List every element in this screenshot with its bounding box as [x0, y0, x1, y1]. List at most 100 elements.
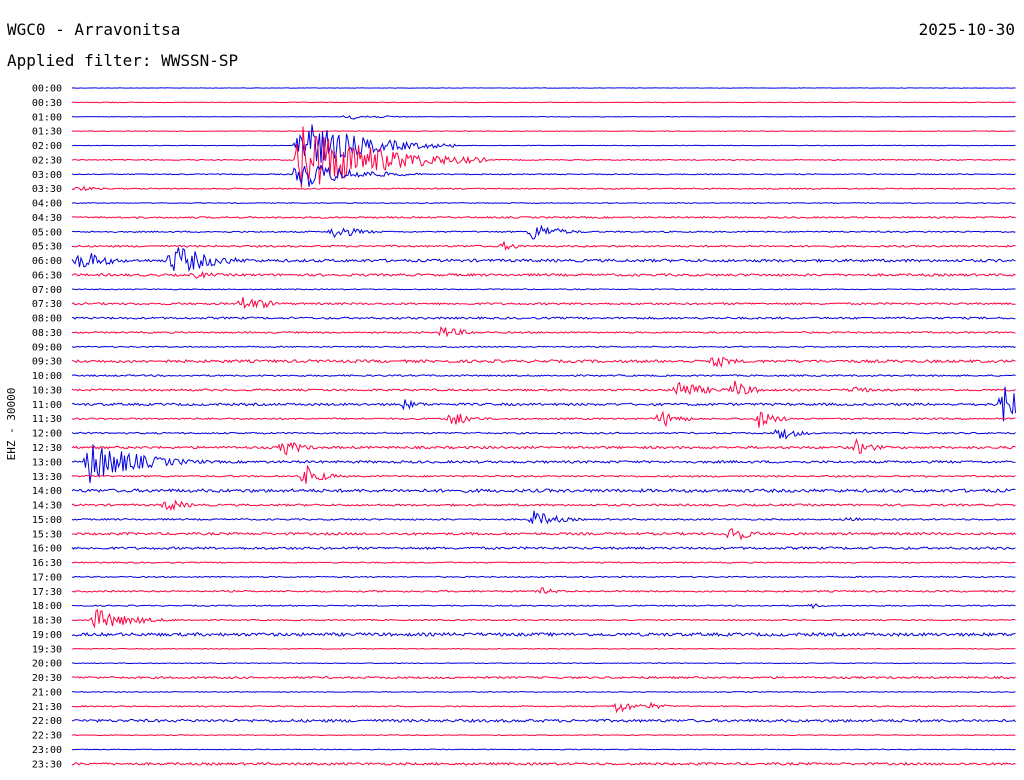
tick-label: 01:30	[32, 127, 62, 138]
trace-line	[71, 215, 1016, 219]
trace-line	[71, 444, 1016, 483]
trace-line	[71, 438, 1016, 456]
trace-line	[71, 126, 1016, 188]
trace-line	[71, 224, 1016, 240]
trace-line	[71, 356, 1016, 368]
trace-line	[71, 130, 1016, 132]
tick-label: 20:30	[32, 673, 62, 684]
trace-line	[71, 499, 1016, 512]
tick-label: 14:00	[32, 486, 62, 497]
tick-label: 02:30	[32, 155, 62, 166]
trace-line	[71, 288, 1016, 291]
trace-line	[71, 429, 1016, 440]
tick-label: 05:30	[32, 242, 62, 253]
tick-label: 14:30	[32, 501, 62, 512]
trace-line	[71, 631, 1016, 638]
tick-label: 07:30	[32, 299, 62, 310]
tick-label: 20:00	[32, 659, 62, 670]
trace-line	[71, 241, 1016, 251]
trace-line	[71, 734, 1016, 737]
tick-label: 05:00	[32, 227, 62, 238]
trace-line	[71, 326, 1016, 338]
tick-label: 16:00	[32, 544, 62, 555]
tick-label: 17:00	[32, 572, 62, 583]
trace-line	[71, 464, 1016, 484]
trace-line	[71, 380, 1016, 395]
trace-line	[71, 528, 1016, 541]
trace-line	[71, 510, 1016, 525]
filter-label: Applied filter: WWSSN-SP	[7, 51, 239, 70]
trace-line	[71, 761, 1016, 766]
tick-label: 00:30	[32, 98, 62, 109]
tick-label: 03:30	[32, 184, 62, 195]
trace-line	[71, 202, 1016, 204]
tick-label: 19:00	[32, 630, 62, 641]
tick-label: 03:00	[32, 170, 62, 181]
trace-line	[71, 675, 1016, 680]
trace-line	[71, 691, 1016, 693]
tick-label: 07:00	[32, 285, 62, 296]
tick-label: 09:00	[32, 342, 62, 353]
trace-line	[71, 164, 1016, 187]
trace-line	[71, 270, 1016, 280]
tick-label: 13:00	[32, 457, 62, 468]
tick-label: 19:30	[32, 644, 62, 655]
trace-line	[71, 345, 1016, 349]
trace-group	[71, 87, 1016, 766]
trace-line	[71, 587, 1016, 595]
tick-label: 21:00	[32, 687, 62, 698]
tick-label: 04:00	[32, 199, 62, 210]
tick-label: 10:00	[32, 371, 62, 382]
tick-label: 04:30	[32, 213, 62, 224]
tick-label: 17:30	[32, 587, 62, 598]
y-axis-label: EHZ - 30000	[5, 388, 18, 461]
tick-label: 13:30	[32, 472, 62, 483]
tick-label: 21:30	[32, 702, 62, 713]
trace-line	[71, 297, 1016, 309]
trace-line	[71, 185, 1016, 191]
tick-label: 16:30	[32, 558, 62, 569]
tick-label: 22:30	[32, 731, 62, 742]
trace-line	[71, 575, 1016, 579]
tick-label: 23:30	[32, 759, 62, 770]
tick-label: 08:00	[32, 314, 62, 325]
trace-line	[71, 410, 1016, 428]
tick-label: 18:00	[32, 601, 62, 612]
tick-label: 08:30	[32, 328, 62, 339]
trace-line	[71, 647, 1016, 650]
tick-label: 22:00	[32, 716, 62, 727]
trace-line	[71, 247, 1016, 273]
trace-line	[71, 748, 1016, 751]
tick-label: 23:00	[32, 745, 62, 756]
station-title: WGC0 - Arravonitsa	[7, 20, 181, 39]
tick-label: 02:00	[32, 141, 62, 152]
trace-line	[71, 487, 1016, 494]
tick-label: 06:30	[32, 270, 62, 281]
trace-line	[71, 546, 1016, 551]
trace-line	[71, 561, 1016, 564]
tick-label: 01:00	[32, 112, 62, 123]
trace-line	[71, 386, 1016, 422]
trace-line	[71, 374, 1016, 378]
trace-line	[71, 609, 1016, 629]
tick-label: 11:30	[32, 414, 62, 425]
trace-line	[71, 115, 1016, 120]
tick-label: 18:30	[32, 616, 62, 627]
tick-label-group: 00:00 00:30 01:00 01:30 02:00 02:30 03:00 03:30…	[32, 84, 62, 771]
date-label: 2025-10-30	[918, 20, 1015, 39]
trace-line	[71, 603, 1016, 610]
tick-label: 00:00	[32, 84, 62, 95]
tick-label: 09:30	[32, 357, 62, 368]
trace-line	[71, 718, 1016, 723]
trace-line	[71, 101, 1016, 104]
tick-label: 12:00	[32, 429, 62, 440]
trace-line	[71, 701, 1016, 714]
trace-line	[71, 316, 1016, 320]
tick-label: 15:00	[32, 515, 62, 526]
trace-line	[71, 124, 1016, 163]
tick-label: 11:00	[32, 400, 62, 411]
trace-line	[71, 662, 1016, 665]
tick-label: 12:30	[32, 443, 62, 454]
tick-label: 10:30	[32, 385, 62, 396]
